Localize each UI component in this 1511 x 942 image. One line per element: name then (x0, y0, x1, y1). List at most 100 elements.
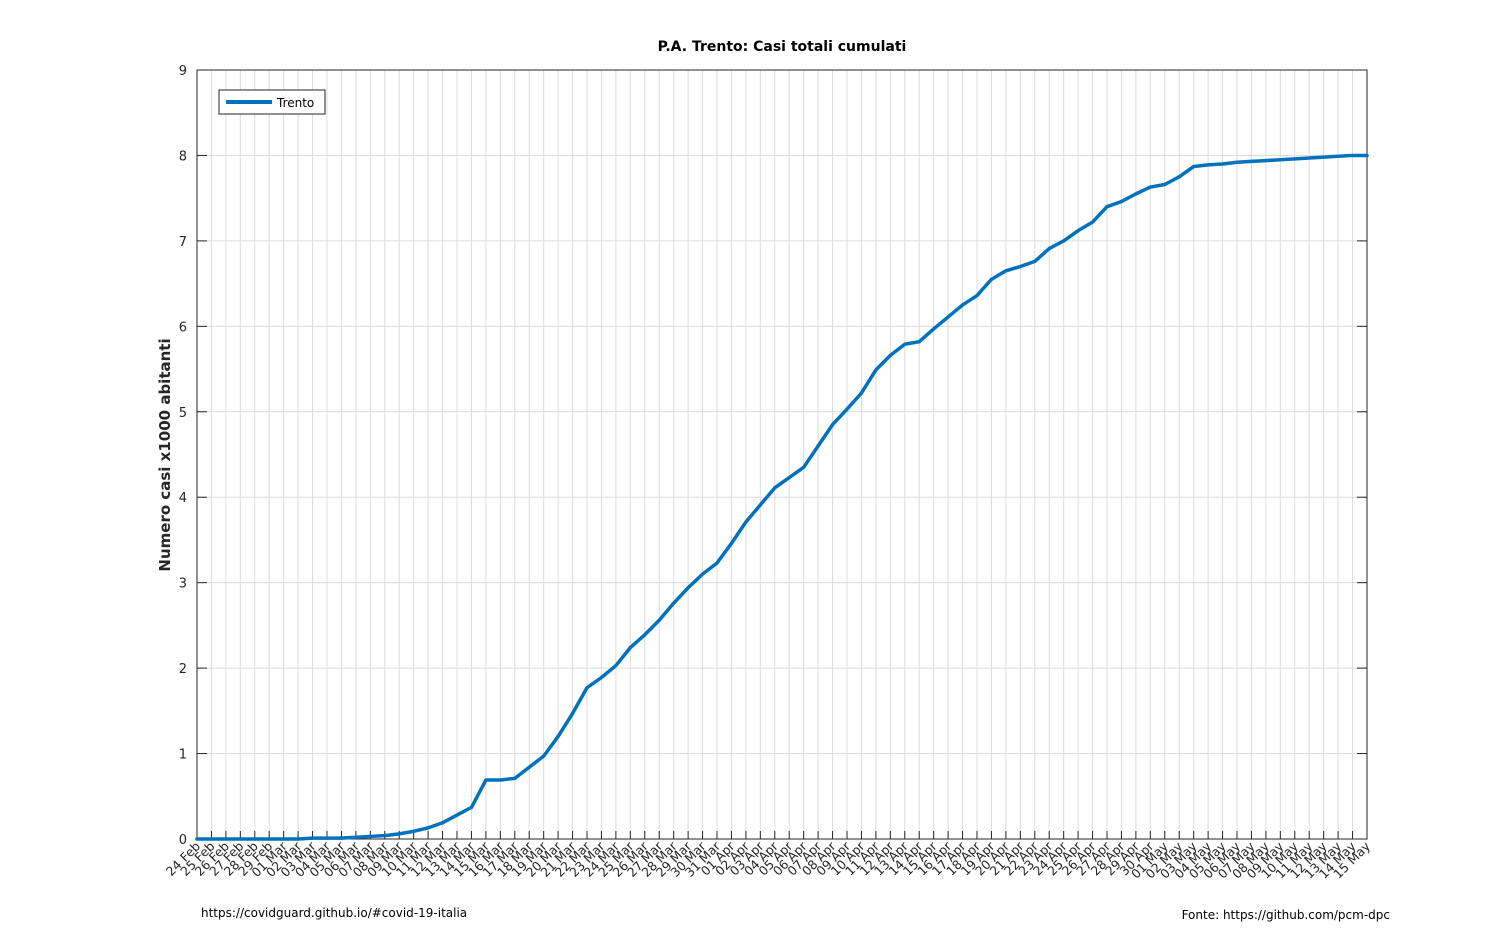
data-point (1047, 246, 1051, 251)
data-point (238, 837, 242, 841)
data-point (1249, 159, 1254, 164)
data-point (484, 778, 488, 782)
data-point (383, 833, 387, 838)
y-axis: 0 1 2 3 4 5 6 7 8 9 (179, 64, 1367, 848)
data-point (339, 836, 344, 840)
y-tick-label: 0 (179, 833, 187, 848)
data-point (513, 776, 517, 780)
data-point (1235, 160, 1239, 164)
data-point (253, 837, 257, 841)
data-point (224, 837, 228, 841)
data-point (787, 475, 791, 480)
chart-title: P.A. Trento: Casi totali cumulati (658, 39, 907, 55)
data-point (325, 836, 329, 840)
data-point (195, 837, 199, 841)
data-point (1148, 185, 1152, 189)
data-point (1350, 153, 1355, 158)
data-point (773, 486, 777, 490)
grid-lines (197, 70, 1367, 839)
data-point (1192, 164, 1196, 169)
data-point (830, 422, 835, 427)
data-point (874, 368, 878, 372)
data-point (946, 315, 950, 319)
y-tick-label: 1 (179, 748, 187, 763)
data-point (700, 572, 705, 576)
data-point (1018, 264, 1022, 269)
data-point (426, 826, 430, 830)
data-point (542, 754, 546, 758)
data-point (888, 353, 892, 357)
data-point (1293, 157, 1297, 161)
data-point (1163, 182, 1167, 187)
data-point (1033, 259, 1037, 263)
y-tick-label: 6 (179, 320, 187, 335)
data-point (209, 837, 214, 841)
plot-area-frame (196, 69, 1368, 840)
y-tick-label: 5 (179, 406, 187, 421)
y-tick-label: 9 (179, 64, 187, 79)
data-point (1062, 239, 1066, 243)
data-point (672, 601, 676, 605)
data-point (585, 686, 589, 690)
y-tick-label: 8 (179, 149, 187, 164)
data-point (1220, 162, 1225, 166)
data-point (932, 327, 936, 331)
data-point (397, 832, 401, 836)
data-point (1307, 156, 1311, 160)
data-point (1076, 229, 1080, 233)
data-point (469, 805, 474, 809)
legend: Trento (218, 89, 326, 115)
y-tick-label: 4 (179, 491, 187, 506)
data-point (628, 646, 632, 650)
y-tick-label: 7 (179, 235, 187, 250)
data-point (960, 303, 965, 307)
data-point (498, 778, 502, 782)
data-point (1264, 158, 1268, 163)
data-point (802, 465, 806, 469)
data-point (657, 618, 661, 622)
data-point (614, 663, 618, 668)
data-point (859, 391, 864, 395)
data-point (296, 837, 300, 841)
data-point (1278, 158, 1282, 162)
data-point (758, 503, 762, 507)
data-point (1105, 205, 1109, 209)
data-point (570, 711, 575, 715)
footer-source-url: https://covidguard.github.io/#covid-19-i… (201, 906, 468, 920)
data-point (1365, 153, 1369, 158)
data-point (903, 342, 907, 346)
data-point (1090, 220, 1095, 224)
data-point (1134, 192, 1138, 196)
data-point (989, 277, 994, 281)
legend-label: Trento (276, 96, 314, 110)
data-point (368, 834, 372, 839)
data-point (686, 586, 690, 590)
series-line-trento (195, 153, 1369, 841)
data-point (715, 561, 719, 565)
series-lines (195, 153, 1369, 841)
data-point (845, 407, 849, 411)
data-point (917, 340, 921, 344)
y-tick-label: 2 (179, 662, 187, 677)
data-point (412, 829, 416, 833)
data-point (455, 813, 459, 817)
y-axis-label: Numero casi x1000 abitanti (156, 338, 174, 571)
data-point (1177, 175, 1181, 179)
data-point (310, 836, 315, 840)
data-point (1004, 269, 1008, 273)
data-point (643, 633, 647, 637)
data-point (527, 765, 531, 769)
data-point (267, 837, 271, 841)
data-point (354, 835, 358, 839)
data-point (556, 734, 560, 739)
data-point (816, 444, 820, 448)
data-point (1119, 199, 1124, 204)
data-point (1336, 154, 1340, 158)
data-point (599, 675, 604, 680)
footer-data-source: Fonte: https://github.com/pcm-dpc (1181, 908, 1390, 922)
data-point (729, 541, 734, 545)
data-point (282, 837, 286, 841)
y-tick-label: 3 (179, 577, 187, 592)
